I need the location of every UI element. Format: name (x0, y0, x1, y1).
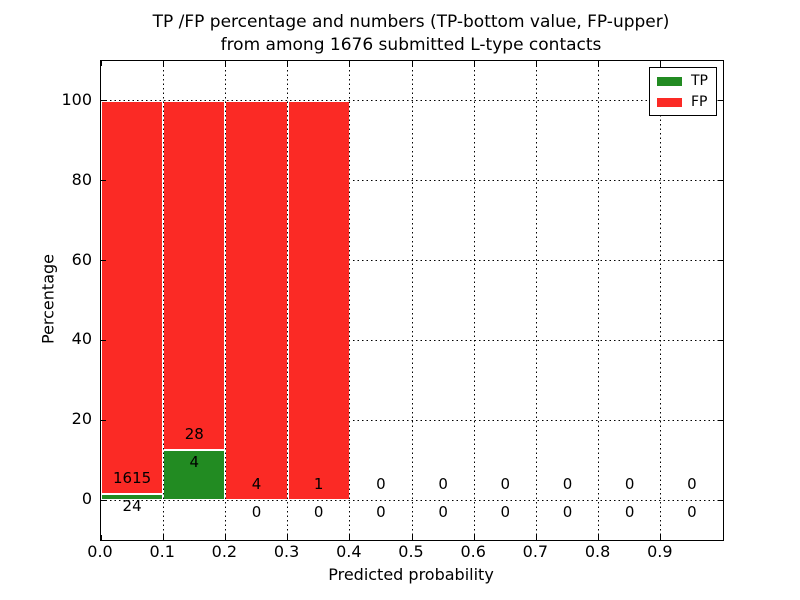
y-tick-label-60: 60 (71, 249, 92, 269)
tp-count-bin2: 0 (251, 503, 262, 522)
gridline-x-0.4 (349, 61, 351, 540)
bar-fp-bin0 (101, 100, 164, 495)
x-tick-label-0.6: 0.6 (460, 542, 486, 561)
tp-count-bin5: 0 (438, 503, 448, 522)
gridline-x-0.5 (411, 61, 413, 540)
x-tick-label-0.7: 0.7 (522, 542, 549, 561)
x-tick-bottom-0.4 (349, 535, 351, 540)
x-tick-bottom-0.5 (411, 535, 413, 540)
x-tick-bottom-0.1 (162, 535, 164, 540)
y-tick-label-0: 0 (81, 489, 92, 509)
y-tick-label-80: 80 (71, 169, 92, 189)
x-tick-label-0.3: 0.3 (273, 542, 300, 561)
y-tick-right-60 (718, 260, 723, 262)
y-tick-left-40 (101, 339, 106, 341)
fp-count-bin8: 0 (624, 475, 635, 494)
tp-count-bin9: 0 (687, 503, 697, 522)
x-tick-top-0.7 (535, 61, 537, 66)
fp-count-bin7: 0 (562, 475, 573, 494)
chart-title-line-2: from among 1676 submitted L-type contact… (220, 35, 602, 55)
x-tick-top-0.1 (162, 61, 164, 66)
y-tick-right-80 (718, 180, 723, 182)
x-tick-bottom-0.9 (660, 535, 662, 540)
x-tick-label-0.2: 0.2 (211, 542, 238, 561)
tp-count-bin1: 4 (189, 453, 200, 472)
tp-count-bin8: 0 (624, 503, 635, 522)
fp-count-bin1: 28 (184, 425, 204, 444)
x-tick-label-0.9: 0.9 (647, 542, 673, 561)
gridline-x-0.2 (224, 61, 226, 540)
legend-label-tp: TP (691, 73, 708, 89)
y-tick-label-40: 40 (71, 329, 92, 349)
y-tick-left-100 (101, 100, 106, 102)
y-tick-right-100 (718, 100, 723, 102)
gridline-x-0.7 (535, 61, 537, 540)
y-tick-label-100: 100 (61, 89, 92, 109)
x-tick-label-0.0: 0.0 (87, 542, 113, 561)
tp-count-bin0: 24 (122, 497, 142, 516)
tp-color-swatch-icon (657, 76, 682, 86)
y-tick-right-40 (718, 339, 723, 341)
x-tick-bottom-0.3 (287, 535, 289, 540)
y-tick-left-80 (101, 180, 106, 182)
x-tick-bottom-0.0 (100, 535, 102, 540)
fp-count-bin6: 0 (500, 475, 511, 494)
x-tick-top-0.0 (100, 61, 102, 66)
bar-tp-bin1 (163, 450, 226, 501)
gridline-x-0.1 (162, 61, 164, 540)
x-tick-bottom-0.8 (598, 535, 600, 540)
x-tick-label-0.1: 0.1 (149, 542, 175, 561)
bar-fp-bin3 (287, 100, 350, 501)
fp-color-swatch-icon (657, 97, 682, 107)
x-tick-top-0.9 (660, 61, 662, 66)
x-tick-label-0.4: 0.4 (336, 542, 362, 561)
plot-area: TP FP 1615 24 28 4 4 0 1 0 0 0 0 0 0 0 0 0 0 0 0 0 (100, 60, 724, 541)
gridline-x-0.6 (473, 61, 475, 540)
x-tick-label-0.5: 0.5 (398, 542, 424, 561)
fp-count-bin3: 1 (313, 475, 324, 494)
x-tick-top-0.2 (224, 61, 226, 66)
legend: TP FP (649, 67, 717, 116)
x-tick-top-0.8 (598, 61, 600, 66)
tp-count-bin3: 0 (313, 503, 324, 522)
tp-count-bin6: 0 (500, 503, 511, 522)
tp-count-bin7: 0 (562, 503, 573, 522)
gridline-x-0.3 (287, 61, 289, 540)
fp-count-bin0: 1615 (113, 469, 152, 488)
x-tick-bottom-0.6 (473, 535, 475, 540)
bar-fp-bin2 (225, 100, 288, 501)
legend-label-fp: FP (691, 94, 708, 110)
y-tick-right-0 (718, 499, 723, 501)
bar-fp-bin1 (163, 100, 226, 451)
legend-entry-fp: FP (657, 95, 709, 109)
x-tick-bottom-0.2 (224, 535, 226, 540)
x-tick-top-0.4 (349, 61, 351, 66)
chart-title-line-1: TP /FP percentage and numbers (TP-bottom… (152, 12, 670, 32)
x-tick-top-0.5 (411, 61, 413, 66)
x-tick-top-0.3 (287, 61, 289, 66)
fp-count-bin2: 4 (251, 475, 262, 494)
y-tick-right-20 (718, 419, 723, 421)
y-tick-label-20: 20 (71, 409, 92, 429)
gridline-x-0.8 (598, 61, 600, 540)
y-tick-left-60 (101, 260, 106, 262)
y-tick-left-0 (101, 499, 106, 501)
x-tick-bottom-0.7 (535, 535, 537, 540)
gridline-x-0.9 (660, 61, 662, 540)
y-tick-left-20 (101, 419, 106, 421)
x-tick-label-0.8: 0.8 (584, 542, 611, 561)
x-axis-label: Predicted probability (328, 565, 494, 584)
x-tick-top-0.6 (473, 61, 475, 66)
fp-count-bin5: 0 (438, 475, 448, 494)
fp-count-bin4: 0 (376, 475, 386, 494)
tp-count-bin4: 0 (376, 503, 386, 522)
legend-entry-tp: TP (657, 74, 709, 88)
fp-count-bin9: 0 (687, 475, 697, 494)
